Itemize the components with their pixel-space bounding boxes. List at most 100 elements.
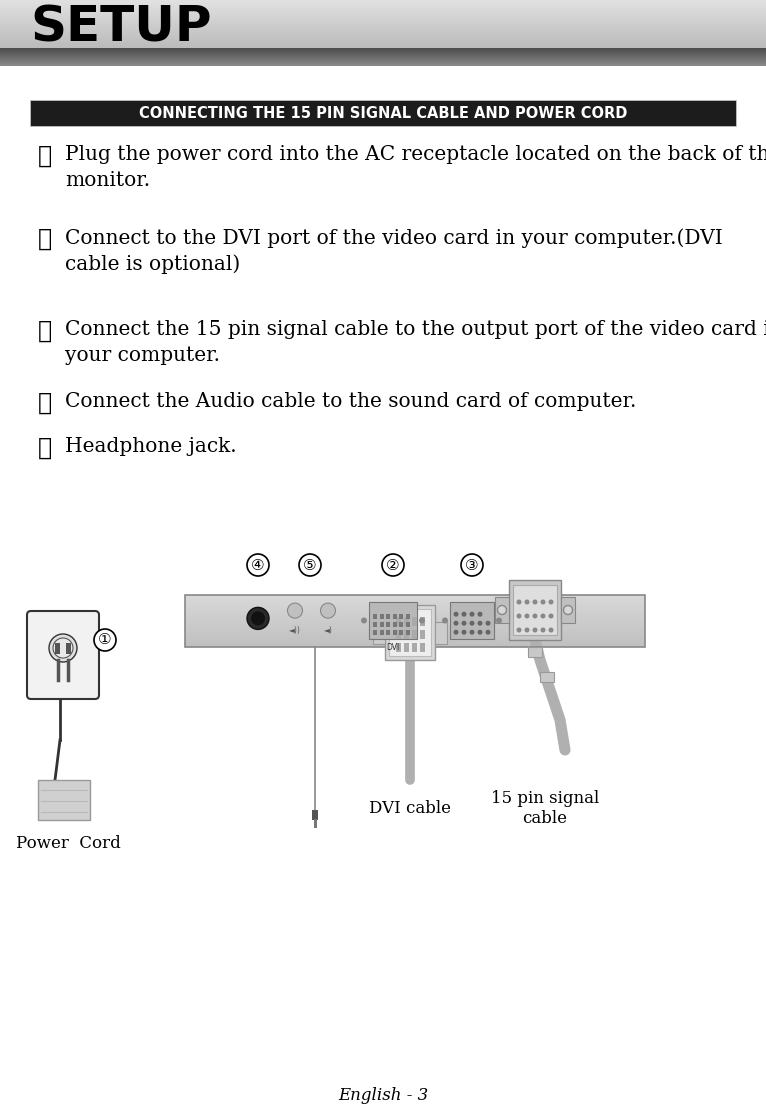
Circle shape <box>516 628 522 632</box>
Circle shape <box>486 630 490 634</box>
Bar <box>373 622 377 628</box>
Circle shape <box>532 613 538 619</box>
Bar <box>509 580 561 640</box>
Circle shape <box>532 600 538 604</box>
Circle shape <box>361 618 367 623</box>
Circle shape <box>461 612 466 617</box>
Circle shape <box>247 554 269 576</box>
Bar <box>399 622 403 628</box>
Circle shape <box>49 634 77 662</box>
Circle shape <box>497 605 506 614</box>
Text: ①: ① <box>98 632 112 648</box>
Circle shape <box>541 600 545 604</box>
Circle shape <box>516 600 522 604</box>
Bar <box>420 617 425 626</box>
Circle shape <box>470 612 474 617</box>
FancyBboxPatch shape <box>27 611 99 699</box>
Bar <box>561 597 575 623</box>
Bar <box>399 630 403 636</box>
Circle shape <box>382 554 404 576</box>
Circle shape <box>525 600 529 604</box>
Bar <box>312 809 318 820</box>
Bar <box>399 613 403 619</box>
Bar <box>392 613 397 619</box>
Circle shape <box>320 603 336 618</box>
Circle shape <box>461 630 466 634</box>
Text: DVI: DVI <box>386 643 400 652</box>
Text: Connect the 15 pin signal cable to the output port of the video card in
your com: Connect the 15 pin signal cable to the o… <box>65 320 766 365</box>
Circle shape <box>564 605 572 614</box>
Bar <box>540 672 554 682</box>
Text: ◄)): ◄)) <box>289 626 301 634</box>
Circle shape <box>299 554 321 576</box>
Circle shape <box>548 613 554 619</box>
Text: ⑤: ⑤ <box>38 437 52 460</box>
Bar <box>405 630 410 636</box>
Bar <box>412 617 417 626</box>
Bar <box>313 820 316 828</box>
Bar <box>30 100 736 126</box>
Bar <box>528 647 542 657</box>
Bar <box>396 630 401 639</box>
Bar <box>404 617 409 626</box>
Circle shape <box>541 628 545 632</box>
Bar <box>373 630 377 636</box>
Text: ④: ④ <box>38 392 52 415</box>
Bar <box>435 621 447 643</box>
Circle shape <box>525 613 529 619</box>
Bar <box>379 630 384 636</box>
Circle shape <box>477 612 483 617</box>
Text: ③: ③ <box>38 320 52 343</box>
Circle shape <box>470 630 474 634</box>
Circle shape <box>287 603 303 618</box>
Circle shape <box>496 618 502 623</box>
Bar <box>396 643 401 652</box>
Circle shape <box>247 608 269 629</box>
Bar <box>386 630 390 636</box>
Text: ②: ② <box>386 558 400 572</box>
Circle shape <box>541 613 545 619</box>
Bar <box>385 605 435 660</box>
Circle shape <box>548 628 554 632</box>
Circle shape <box>453 612 459 617</box>
Text: ①: ① <box>38 145 52 168</box>
Text: ⑤: ⑤ <box>303 558 317 572</box>
Text: Power  Cord: Power Cord <box>15 835 120 852</box>
Bar <box>373 613 377 619</box>
Circle shape <box>525 628 529 632</box>
Circle shape <box>548 600 554 604</box>
Bar <box>450 602 494 639</box>
Bar <box>392 622 397 628</box>
Text: Headphone jack.: Headphone jack. <box>65 437 237 456</box>
Circle shape <box>442 618 448 623</box>
Text: ②: ② <box>38 227 52 251</box>
Text: ③: ③ <box>465 558 479 572</box>
Circle shape <box>94 629 116 651</box>
Text: DVI cable: DVI cable <box>369 799 451 817</box>
Bar <box>396 617 401 626</box>
Bar <box>66 643 71 655</box>
Bar <box>373 621 385 643</box>
Text: ◄): ◄) <box>323 626 332 634</box>
Bar <box>392 630 397 636</box>
Circle shape <box>477 630 483 634</box>
Circle shape <box>419 618 425 623</box>
Text: ④: ④ <box>251 558 265 572</box>
Bar <box>185 595 645 647</box>
Bar <box>404 630 409 639</box>
Bar <box>386 622 390 628</box>
Circle shape <box>461 554 483 576</box>
Bar <box>55 643 60 655</box>
Bar <box>412 630 417 639</box>
Bar <box>405 622 410 628</box>
Circle shape <box>251 611 265 626</box>
Bar <box>389 609 431 656</box>
Bar <box>38 780 90 820</box>
Text: Connect the Audio cable to the sound card of computer.: Connect the Audio cable to the sound car… <box>65 392 637 411</box>
Bar <box>379 622 384 628</box>
Text: Plug the power cord into the AC receptacle located on the back of the
monitor.: Plug the power cord into the AC receptac… <box>65 145 766 190</box>
Circle shape <box>486 621 490 626</box>
Bar <box>420 643 425 652</box>
Text: SETUP: SETUP <box>30 4 211 52</box>
Bar <box>420 630 425 639</box>
